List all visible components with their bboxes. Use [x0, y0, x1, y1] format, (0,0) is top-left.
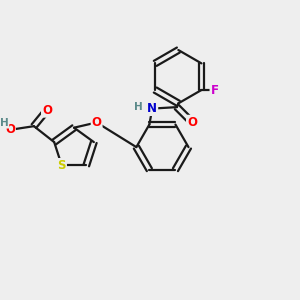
Text: S: S	[58, 159, 66, 172]
Text: N: N	[147, 102, 157, 115]
Text: O: O	[5, 123, 15, 136]
Text: O: O	[92, 116, 102, 129]
Text: F: F	[211, 83, 218, 97]
Text: H: H	[0, 118, 8, 128]
Text: O: O	[42, 104, 52, 117]
Text: O: O	[187, 116, 197, 129]
Text: H: H	[134, 102, 143, 112]
